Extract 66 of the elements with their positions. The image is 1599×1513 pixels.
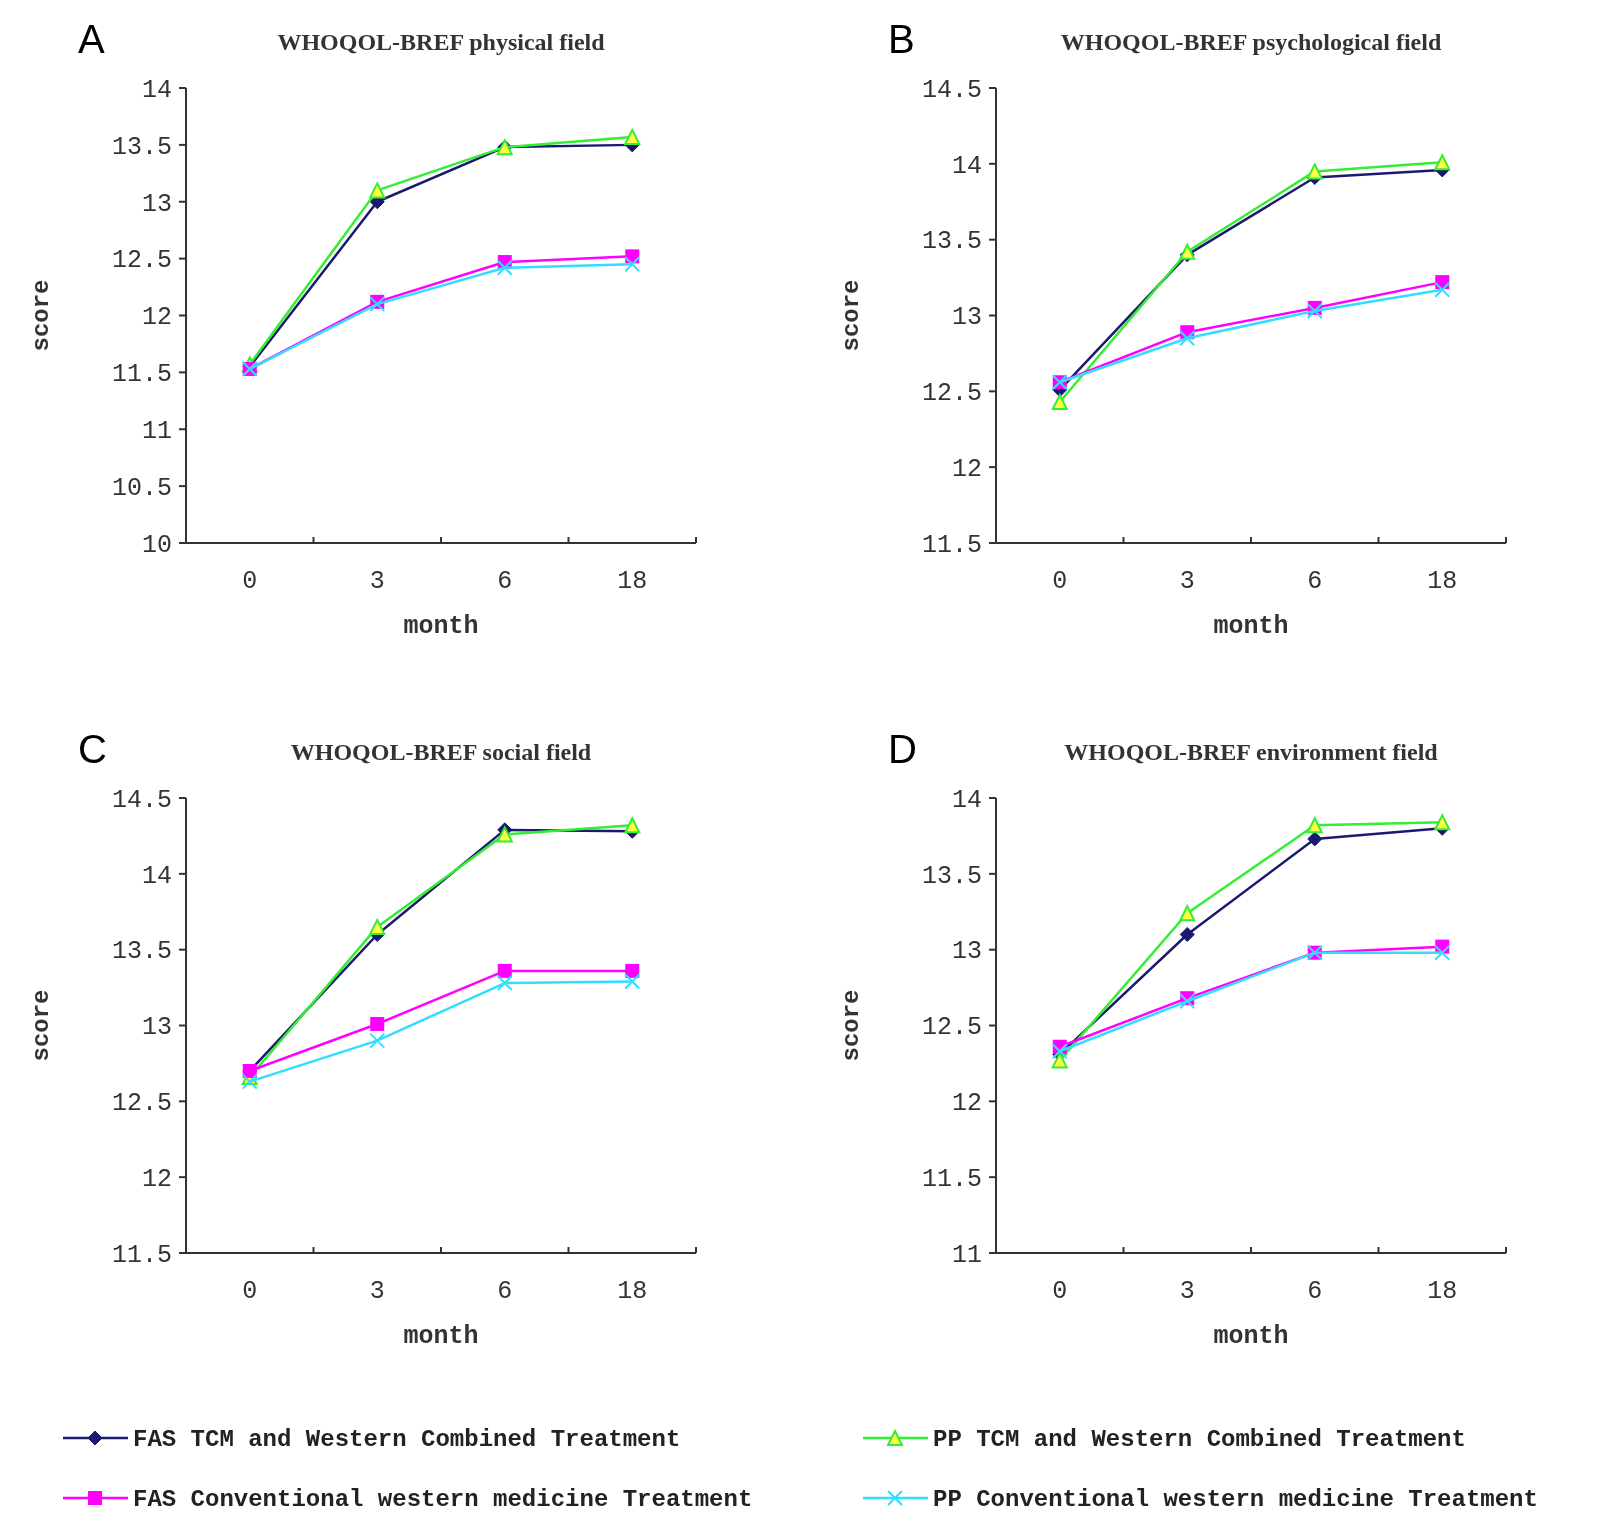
x-tick-label: 6 bbox=[497, 567, 513, 596]
text: A bbox=[78, 17, 105, 61]
chart-title: WHOQOL-BREF psychological field bbox=[1060, 29, 1442, 55]
y-tick-label: 13.5 bbox=[111, 132, 172, 162]
y-tick-label: 11.5 bbox=[111, 1240, 172, 1270]
text: D bbox=[888, 727, 917, 771]
x-tick-label: 6 bbox=[1307, 1277, 1323, 1306]
y-tick-label: 12 bbox=[141, 1164, 172, 1194]
legend-label: FAS Conventional western medicine Treatment bbox=[133, 1486, 753, 1513]
legend-label: PP TCM and Western Combined Treatment bbox=[933, 1426, 1466, 1454]
y-tick-label: 14.5 bbox=[111, 785, 172, 815]
x-axis-title: month bbox=[1213, 1322, 1289, 1351]
y-tick-label: 12.5 bbox=[921, 1013, 982, 1043]
y-axis-title: score bbox=[28, 989, 55, 1062]
y-tick-label: 11 bbox=[951, 1240, 982, 1270]
text: B bbox=[888, 17, 915, 61]
y-tick-label: 14 bbox=[951, 151, 982, 181]
y-tick-label: 14.5 bbox=[921, 75, 982, 105]
x-tick-label: 18 bbox=[1427, 1277, 1458, 1306]
y-tick-label: 11 bbox=[141, 417, 172, 446]
y-tick-label: 12.5 bbox=[111, 1089, 172, 1119]
text: C bbox=[78, 727, 107, 771]
y-tick-label: 13 bbox=[951, 303, 982, 333]
chart-title: WHOQOL-BREF social field bbox=[290, 739, 592, 765]
y-tick-label: 12 bbox=[141, 303, 172, 333]
y-tick-label: 13.5 bbox=[921, 227, 982, 257]
y-tick-label: 11.5 bbox=[111, 360, 172, 390]
x-axis-title: month bbox=[403, 1322, 479, 1351]
y-tick-label: 10.5 bbox=[111, 473, 172, 503]
y-tick-label: 13 bbox=[141, 189, 172, 219]
y-tick-label: 12 bbox=[951, 1089, 982, 1119]
x-tick-label: 3 bbox=[1179, 1277, 1195, 1306]
y-tick-label: 12.5 bbox=[921, 379, 982, 409]
y-tick-label: 12.5 bbox=[111, 246, 172, 276]
x-tick-label: 0 bbox=[242, 1277, 258, 1306]
y-axis-title: score bbox=[28, 279, 55, 352]
y-tick-label: 11.5 bbox=[921, 530, 982, 560]
x-axis-title: month bbox=[403, 612, 479, 641]
legend-label: PP Conventional western medicine Treatment bbox=[933, 1486, 1538, 1513]
legend-label: FAS TCM and Western Combined Treatment bbox=[133, 1426, 681, 1454]
chart-title: WHOQOL-BREF physical field bbox=[277, 29, 606, 55]
y-tick-label: 13.5 bbox=[111, 937, 172, 967]
y-tick-label: 10 bbox=[141, 530, 172, 560]
x-tick-label: 6 bbox=[1307, 567, 1323, 596]
chart-title: WHOQOL-BREF environment field bbox=[1064, 739, 1439, 765]
x-tick-label: 3 bbox=[369, 567, 385, 596]
y-tick-label: 11.5 bbox=[921, 1164, 982, 1194]
x-tick-label: 6 bbox=[497, 1277, 513, 1306]
y-tick-label: 14 bbox=[951, 785, 982, 815]
x-tick-label: 3 bbox=[369, 1277, 385, 1306]
y-tick-label: 12 bbox=[951, 454, 982, 484]
y-tick-label: 13.5 bbox=[921, 861, 982, 891]
y-tick-label: 13 bbox=[141, 1013, 172, 1043]
x-tick-label: 0 bbox=[1052, 1277, 1068, 1306]
y-tick-label: 14 bbox=[141, 75, 172, 105]
y-axis-title: score bbox=[838, 989, 865, 1062]
x-tick-label: 0 bbox=[242, 567, 258, 596]
x-tick-label: 0 bbox=[1052, 567, 1068, 596]
x-tick-label: 18 bbox=[617, 1277, 648, 1306]
x-tick-label: 18 bbox=[1427, 567, 1458, 596]
x-tick-label: 3 bbox=[1179, 567, 1195, 596]
y-tick-label: 14 bbox=[141, 861, 172, 891]
y-tick-label: 13 bbox=[951, 937, 982, 967]
x-axis-title: month bbox=[1213, 612, 1289, 641]
y-axis-title: score bbox=[838, 279, 865, 352]
x-tick-label: 18 bbox=[617, 567, 648, 596]
